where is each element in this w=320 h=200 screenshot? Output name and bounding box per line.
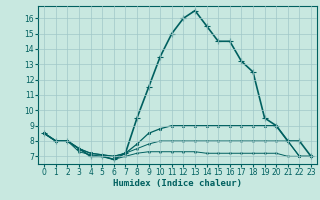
X-axis label: Humidex (Indice chaleur): Humidex (Indice chaleur) [113, 179, 242, 188]
